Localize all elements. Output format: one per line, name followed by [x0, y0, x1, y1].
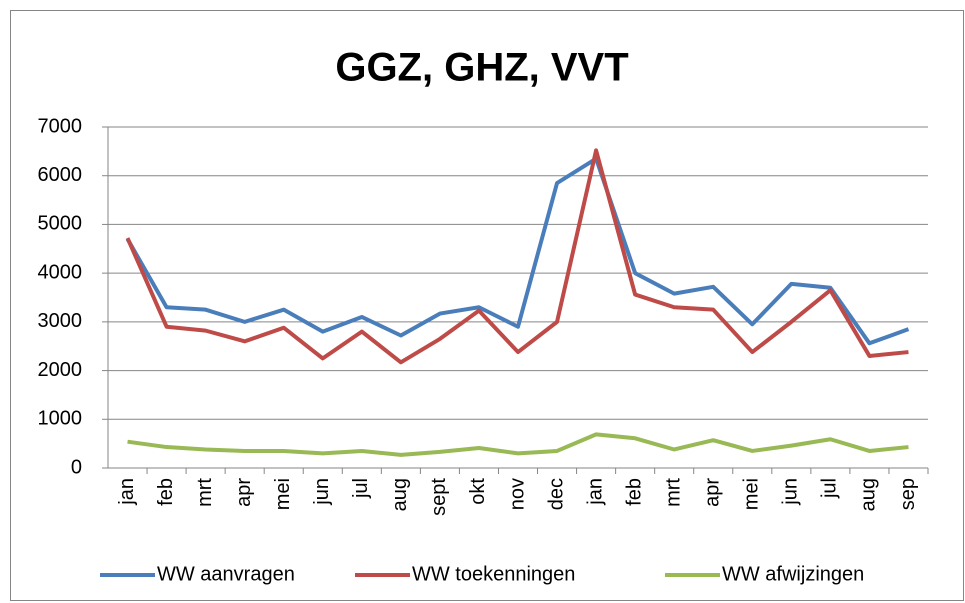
y-tick-label: 6000: [38, 164, 83, 186]
x-tick-label: apr: [702, 478, 724, 507]
x-tick-label: jun: [780, 478, 802, 506]
x-tick-label: feb: [623, 478, 645, 506]
legend-label: WW aanvragen: [157, 563, 295, 585]
y-tick-label: 1000: [38, 408, 83, 430]
x-tick-label: okt: [467, 478, 489, 505]
x-tick-label: sep: [897, 478, 919, 510]
x-tick-label: jul: [350, 478, 372, 499]
series-line: [127, 432, 909, 457]
x-tick-label: feb: [155, 478, 177, 506]
y-tick-label: 0: [71, 456, 82, 478]
series-line: [125, 156, 910, 346]
x-tick-label: mrt: [194, 478, 216, 507]
x-tick-label: dec: [545, 478, 567, 510]
chart-title: GGZ, GHZ, VVT: [335, 46, 628, 90]
legend-label: WW afwijzingen: [722, 563, 864, 585]
x-tick-label: jan: [584, 478, 606, 506]
x-tick-label: apr: [233, 478, 255, 507]
x-tick-label: mei: [272, 478, 294, 510]
x-tick-label: aug: [389, 478, 411, 511]
x-tick-label: aug: [858, 478, 880, 511]
x-tick-label: mrt: [662, 478, 684, 507]
series-line: [125, 148, 909, 365]
y-tick-label: 3000: [38, 310, 83, 332]
y-tick-label: 2000: [38, 359, 83, 381]
y-tick-label: 5000: [38, 213, 83, 235]
x-tick-label: jul: [819, 478, 841, 499]
x-tick-label: jun: [311, 478, 333, 506]
x-tick-label: mei: [741, 478, 763, 510]
x-tick-label: jan: [116, 478, 138, 506]
y-tick-label: 7000: [38, 115, 83, 137]
x-tick-label: nov: [506, 478, 528, 510]
x-tick-label: sept: [428, 478, 450, 516]
y-tick-label: 4000: [38, 261, 83, 283]
chart-border: [10, 10, 964, 601]
legend-label: WW toekenningen: [412, 563, 575, 585]
